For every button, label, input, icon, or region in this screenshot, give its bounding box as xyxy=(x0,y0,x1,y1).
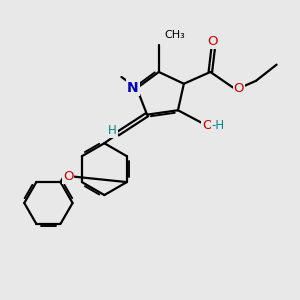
Text: N: N xyxy=(127,81,139,94)
Text: O: O xyxy=(208,35,218,48)
Text: O: O xyxy=(234,82,244,95)
Text: O: O xyxy=(63,170,74,183)
Text: CH₃: CH₃ xyxy=(164,30,185,40)
Text: O: O xyxy=(202,119,213,132)
Text: -H: -H xyxy=(212,119,225,132)
Text: H: H xyxy=(108,124,117,137)
